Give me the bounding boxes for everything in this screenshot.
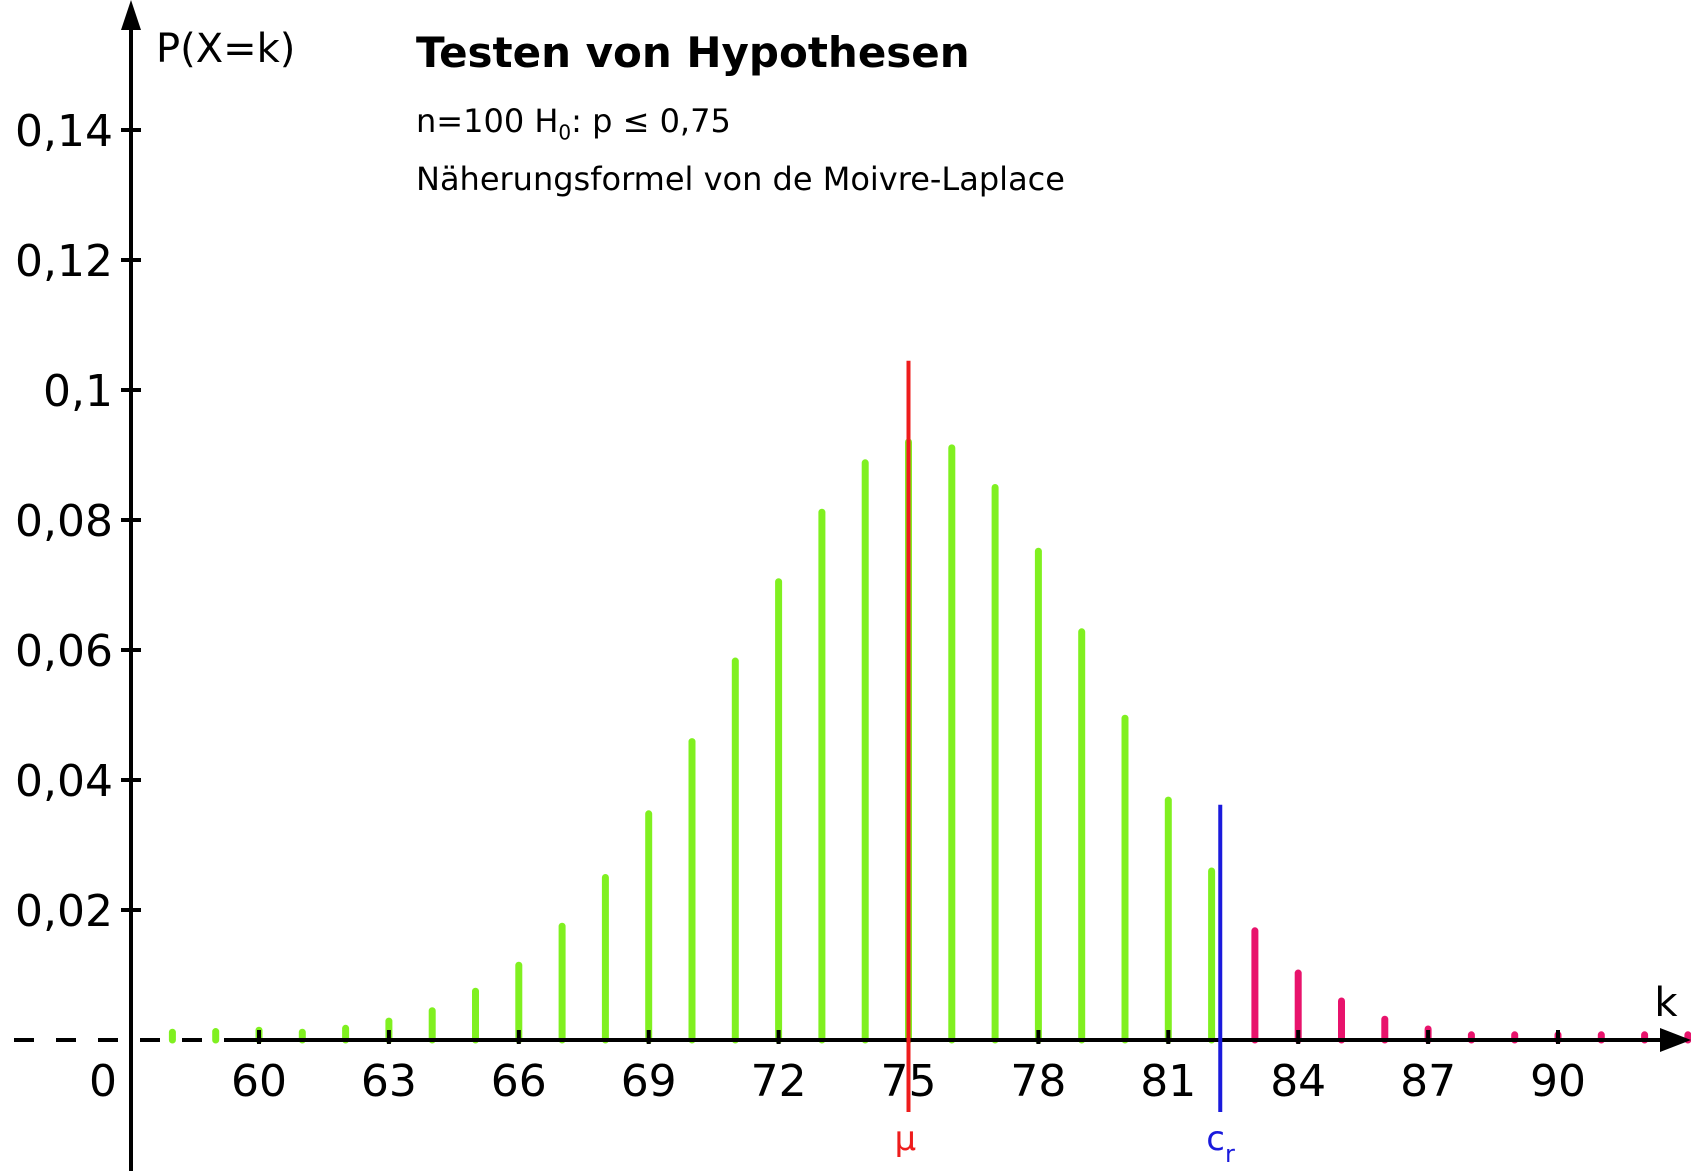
y-axis-arrow bbox=[121, 0, 141, 30]
chart-subtitle: n=100 H0: p ≤ 0,75 bbox=[416, 102, 731, 144]
y-tick-label: 0,14 bbox=[15, 106, 113, 157]
y-tick-label: 0,04 bbox=[15, 756, 113, 807]
y-tick-label: 0,02 bbox=[15, 886, 113, 937]
x-tick-label: 81 bbox=[1140, 1056, 1196, 1107]
critical-value-label-sub: r bbox=[1225, 1140, 1235, 1168]
x-axis-arrow bbox=[1660, 1028, 1691, 1052]
mean-label: μ bbox=[895, 1119, 917, 1159]
y-axis-label: P(X=k) bbox=[156, 26, 295, 72]
x-axis-label: k bbox=[1654, 980, 1678, 1026]
x-tick-label: 84 bbox=[1270, 1056, 1326, 1107]
x-tick-label: 72 bbox=[751, 1056, 807, 1107]
chart-title: Testen von Hypothesen bbox=[416, 28, 970, 77]
y-tick-label: 0,12 bbox=[15, 236, 113, 287]
y-tick-label: 0,08 bbox=[15, 496, 113, 547]
x-tick-label: 63 bbox=[361, 1056, 417, 1107]
x-tick-label: 87 bbox=[1400, 1056, 1456, 1107]
x-tick-label: 69 bbox=[621, 1056, 677, 1107]
y-tick-label: 0,06 bbox=[15, 626, 113, 677]
origin-label: 0 bbox=[89, 1056, 117, 1107]
y-tick-label: 0,1 bbox=[43, 366, 113, 417]
x-tick-label: 78 bbox=[1010, 1056, 1066, 1107]
critical-value-label: cr bbox=[1206, 1119, 1235, 1168]
x-tick-label: 66 bbox=[491, 1056, 547, 1107]
x-tick-label: 90 bbox=[1530, 1056, 1586, 1107]
chart-note: Näherungsformel von de Moivre-Laplace bbox=[416, 160, 1065, 198]
x-tick-label: 60 bbox=[231, 1056, 287, 1107]
